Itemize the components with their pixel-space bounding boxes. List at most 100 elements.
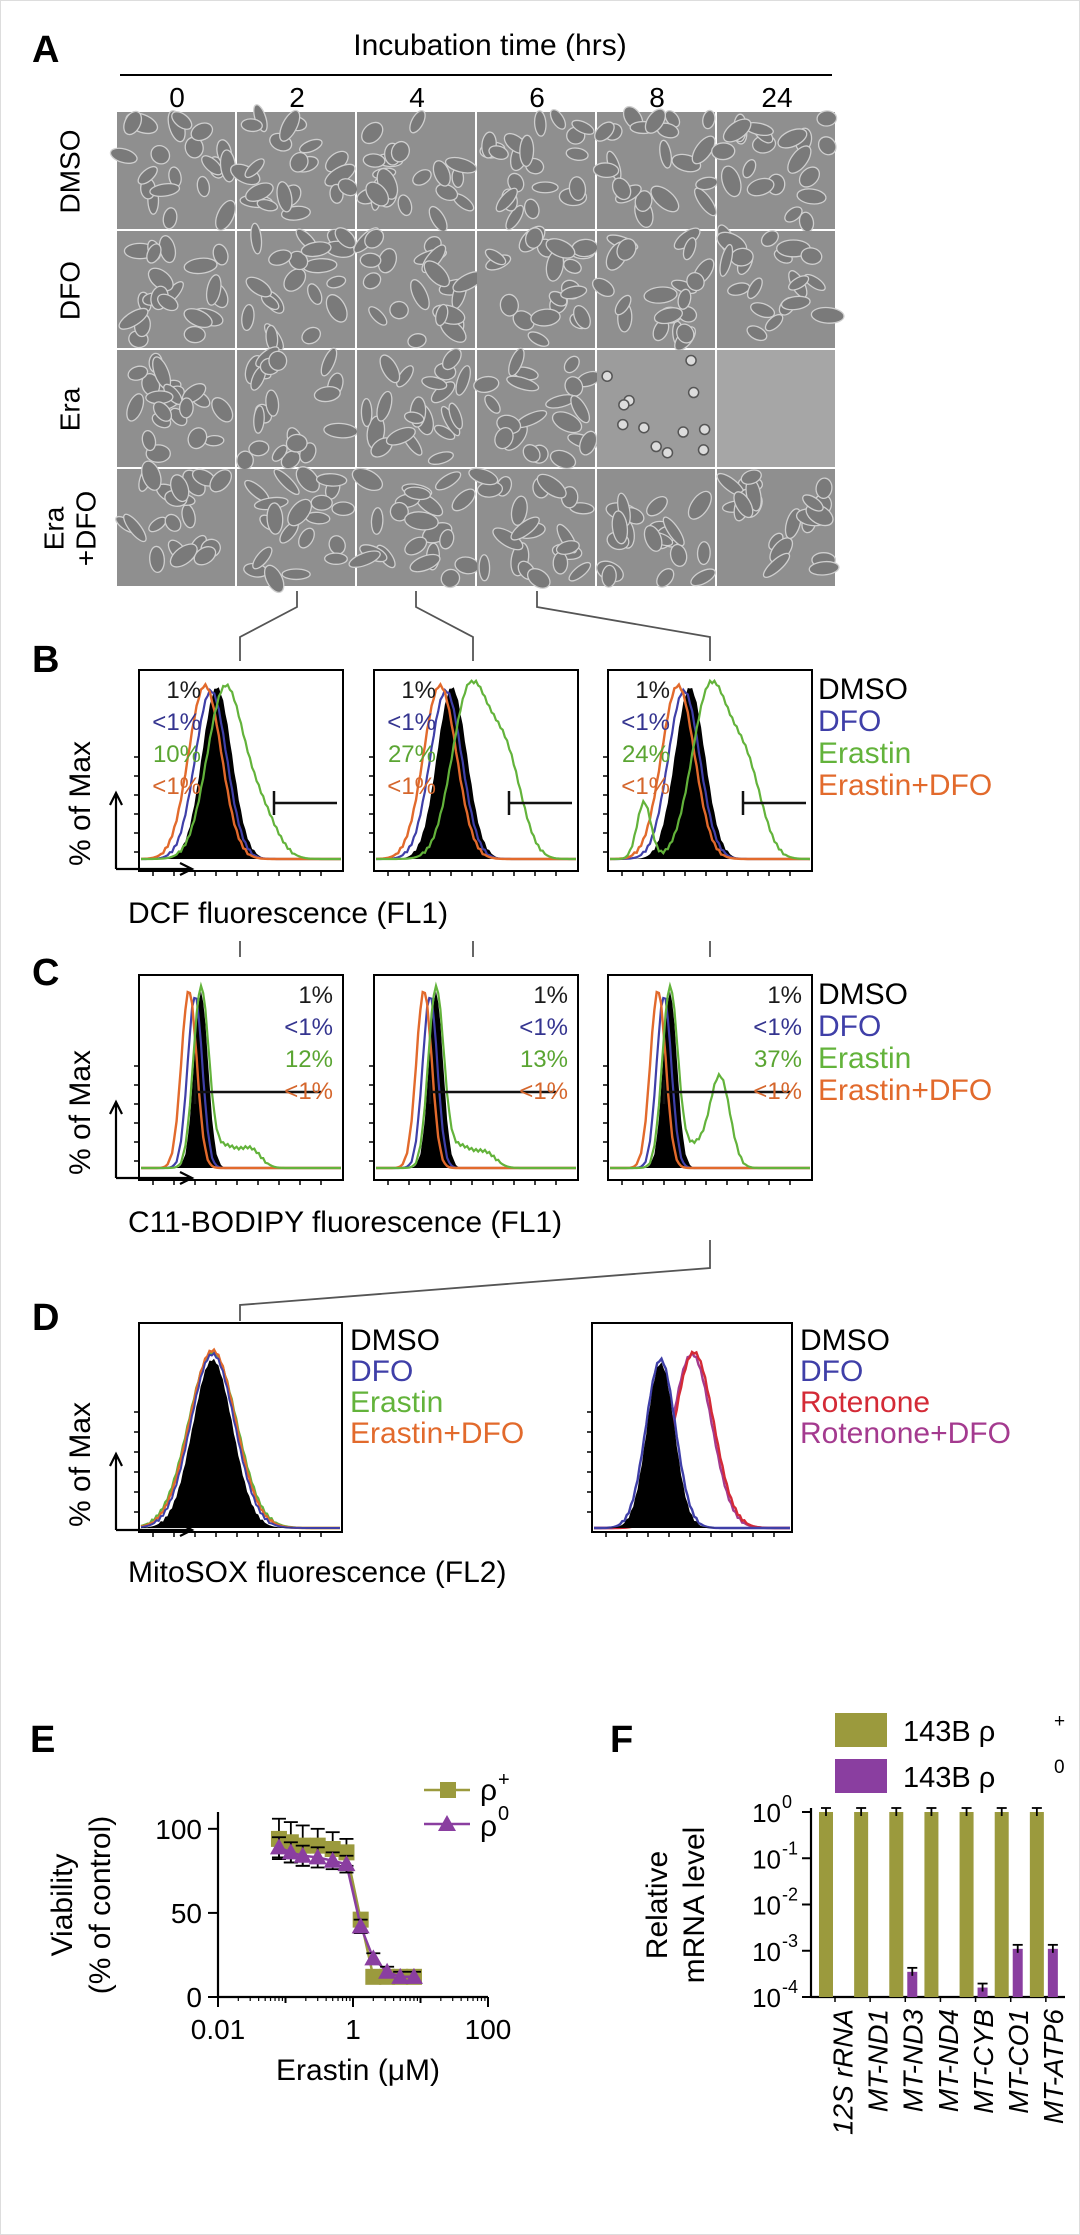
cell-shape (563, 258, 582, 274)
cell-shape (409, 553, 441, 573)
micrograph-cells (592, 105, 719, 228)
gate-percentage: 12% (285, 1046, 333, 1073)
cell-shape (263, 564, 285, 594)
cell-shape (285, 433, 308, 453)
y-tick-exponent: -2 (782, 1885, 798, 1905)
cell-shape (440, 568, 461, 589)
legend-entry: Rotenone (800, 1386, 930, 1419)
erastin-histogram (610, 981, 810, 1170)
cell-shape (178, 397, 194, 419)
y-axis-label: % of Max (64, 1402, 97, 1527)
bar (977, 1987, 988, 1997)
cell-shape (570, 395, 591, 424)
connector-lines (239, 591, 711, 1321)
bar (994, 1812, 1009, 1997)
legend-entry: Erastin (350, 1386, 443, 1419)
cell-shape (478, 554, 491, 582)
micrograph-cells (716, 469, 840, 578)
panel-d: DMSODFOErastinErastin+DFODMSODFORotenone… (64, 1322, 1011, 1589)
cell-shape (423, 260, 451, 288)
micrograph-cells (479, 108, 595, 231)
legend-rho: ρ (480, 1774, 497, 1807)
gate-percentage: 13% (520, 1046, 568, 1073)
cell-shape (404, 511, 439, 531)
micrograph-cells (115, 460, 232, 574)
cell-shape (331, 501, 356, 517)
time-label: 0 (169, 82, 185, 113)
legend-sup: 0 (498, 1803, 509, 1825)
dead-cell (638, 421, 650, 434)
cell-shape (123, 513, 147, 543)
cell-shape (283, 268, 307, 292)
gate-percentage: <1% (621, 773, 670, 800)
cell-shape (118, 307, 149, 330)
micrograph-cells (484, 225, 599, 347)
cell-shape (361, 121, 384, 145)
cell-shape (265, 389, 280, 417)
cell-shape (390, 140, 410, 163)
cell-shape (434, 471, 462, 491)
bar (854, 1812, 869, 1997)
dead-cell (697, 444, 710, 456)
bar (889, 1812, 904, 1997)
y-tick-exponent: -1 (782, 1838, 798, 1858)
cell-shape (552, 551, 569, 575)
cell-shape (360, 397, 373, 428)
gate-percentage: <1% (387, 709, 436, 736)
time-label: 6 (529, 82, 545, 113)
cell-shape (307, 283, 323, 305)
cell-shape (549, 108, 567, 130)
data-point (404, 1967, 423, 1984)
cell-shape (693, 187, 717, 217)
cell-shape (301, 326, 322, 345)
legend-entry: DMSO (818, 978, 908, 1011)
dmso-histogram (141, 687, 341, 859)
dead-cell (677, 426, 689, 438)
cell-shape (439, 528, 455, 550)
cell-shape (634, 190, 653, 212)
cell-shape (800, 247, 823, 265)
dmso-histogram (594, 1362, 790, 1528)
cell-shape (326, 275, 347, 289)
legend-marker (440, 1782, 456, 1798)
cell-shape (787, 145, 812, 174)
connector-line (415, 591, 474, 661)
y-axis-label: % of Max (64, 1050, 97, 1175)
cell-shape (170, 474, 190, 503)
cell-shape (444, 156, 478, 174)
connector-line (536, 591, 711, 661)
cell-shape (643, 524, 663, 552)
data-point (281, 1843, 300, 1860)
cell-shape (468, 467, 499, 486)
row-label: DFO (54, 261, 85, 320)
cell-shape (508, 347, 525, 377)
cell-shape (646, 496, 668, 517)
time-label: 2 (289, 82, 305, 113)
series-rho-zero (269, 1836, 423, 1984)
cell-shape (573, 304, 591, 330)
dmso-histogram (376, 991, 576, 1168)
cell-shape (563, 355, 580, 374)
cell-shape (412, 169, 432, 186)
cell-shape (146, 243, 162, 264)
plot-frame (591, 1322, 793, 1533)
data-point (351, 1917, 370, 1934)
cell-shape (362, 272, 382, 290)
bar-group: 12S rRNA (819, 1807, 858, 2135)
cell-shape (298, 527, 315, 549)
cell-shape (777, 128, 808, 149)
cell-shape (536, 473, 567, 499)
cell-shape (690, 568, 716, 587)
cell-shape (691, 135, 716, 165)
cell-shape (687, 490, 712, 520)
y-tick-exponent: -3 (782, 1931, 798, 1951)
gate-percentage: 1% (533, 982, 568, 1009)
time-label: 24 (761, 82, 792, 113)
cell-shape (696, 541, 711, 566)
legend-entry: Erastin+DFO (818, 769, 992, 802)
gate-percentage: <1% (152, 709, 201, 736)
legend-entry: DFO (818, 1010, 881, 1043)
bar-group: MT-ND4 (924, 1807, 964, 2112)
